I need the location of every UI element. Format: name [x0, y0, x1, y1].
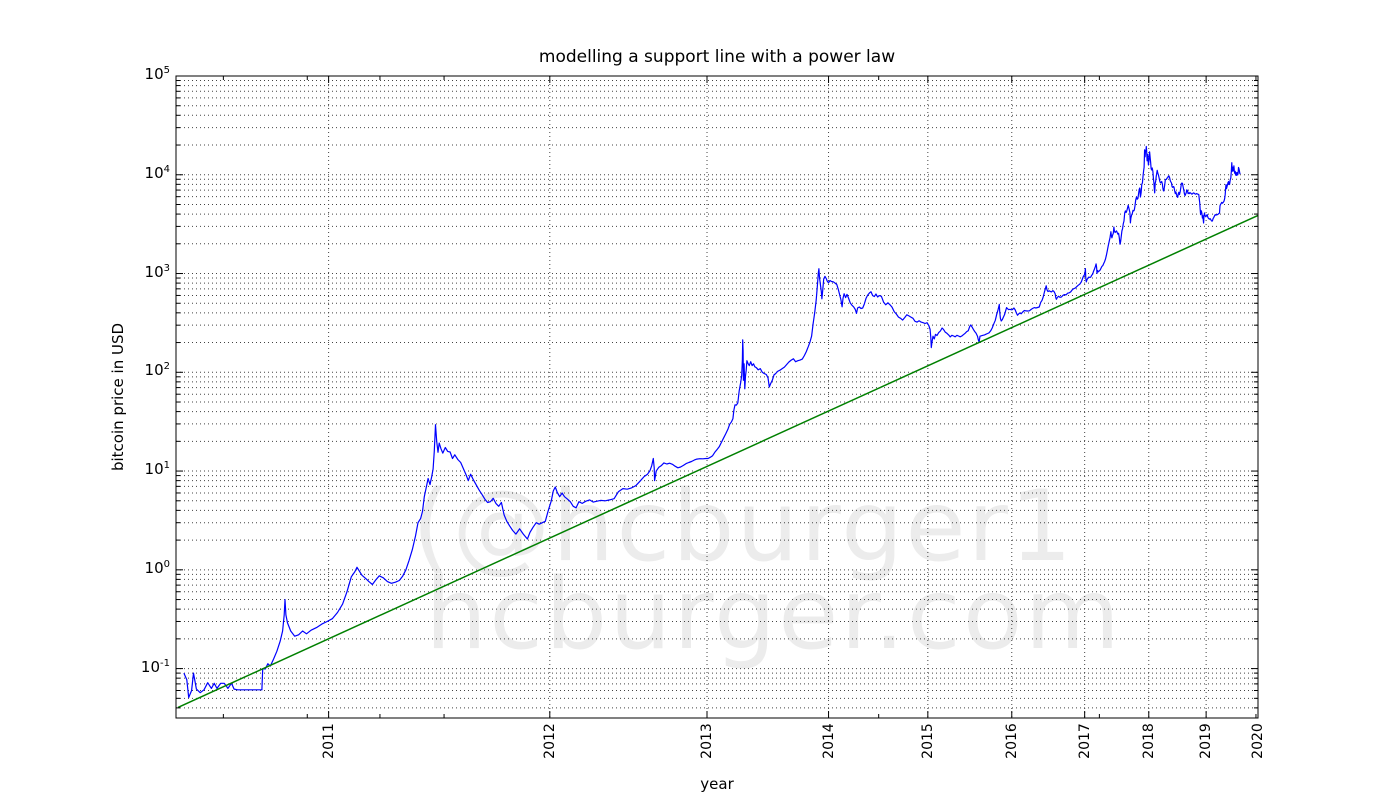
- y-tick-label: 101: [144, 460, 170, 479]
- x-tick-label: 2016: [1003, 723, 1020, 759]
- y-tick-label: 105: [144, 65, 170, 83]
- axis-ticks: [176, 75, 1259, 718]
- x-tick-label: 2015: [919, 723, 936, 759]
- y-axis-label: bitcoin price in USD: [109, 322, 127, 472]
- x-tick-label: 2012: [541, 723, 558, 759]
- watermark-line-2: hcburger.com: [425, 558, 1123, 672]
- watermark-line-1: (@hcburger1: [412, 470, 1075, 584]
- y-tick-label: 10-1: [140, 657, 170, 676]
- grid-lines: [176, 76, 1258, 718]
- x-tick-label: 2018: [1140, 723, 1157, 759]
- x-tick-label: 2014: [820, 723, 837, 759]
- chart-title: modelling a support line with a power la…: [538, 47, 896, 67]
- plot-border: [175, 75, 1259, 719]
- x-tick-label: 2011: [320, 723, 337, 759]
- x-tick-label: 2020: [1250, 723, 1266, 759]
- y-tick-label: 102: [144, 361, 170, 380]
- y-tick-label: 100: [144, 558, 170, 577]
- y-tick-label: 103: [144, 262, 170, 281]
- bitcoin-price-line: [183, 145, 1241, 699]
- x-tick-label: 2013: [699, 723, 715, 759]
- power-law-support-line-line: [177, 214, 1259, 709]
- x-tick-label: 2019: [1198, 723, 1215, 759]
- x-tick-label: 2017: [1076, 723, 1093, 759]
- data-series: [177, 145, 1259, 709]
- x-axis-label: year: [700, 775, 734, 793]
- y-tick-label: 104: [144, 163, 170, 182]
